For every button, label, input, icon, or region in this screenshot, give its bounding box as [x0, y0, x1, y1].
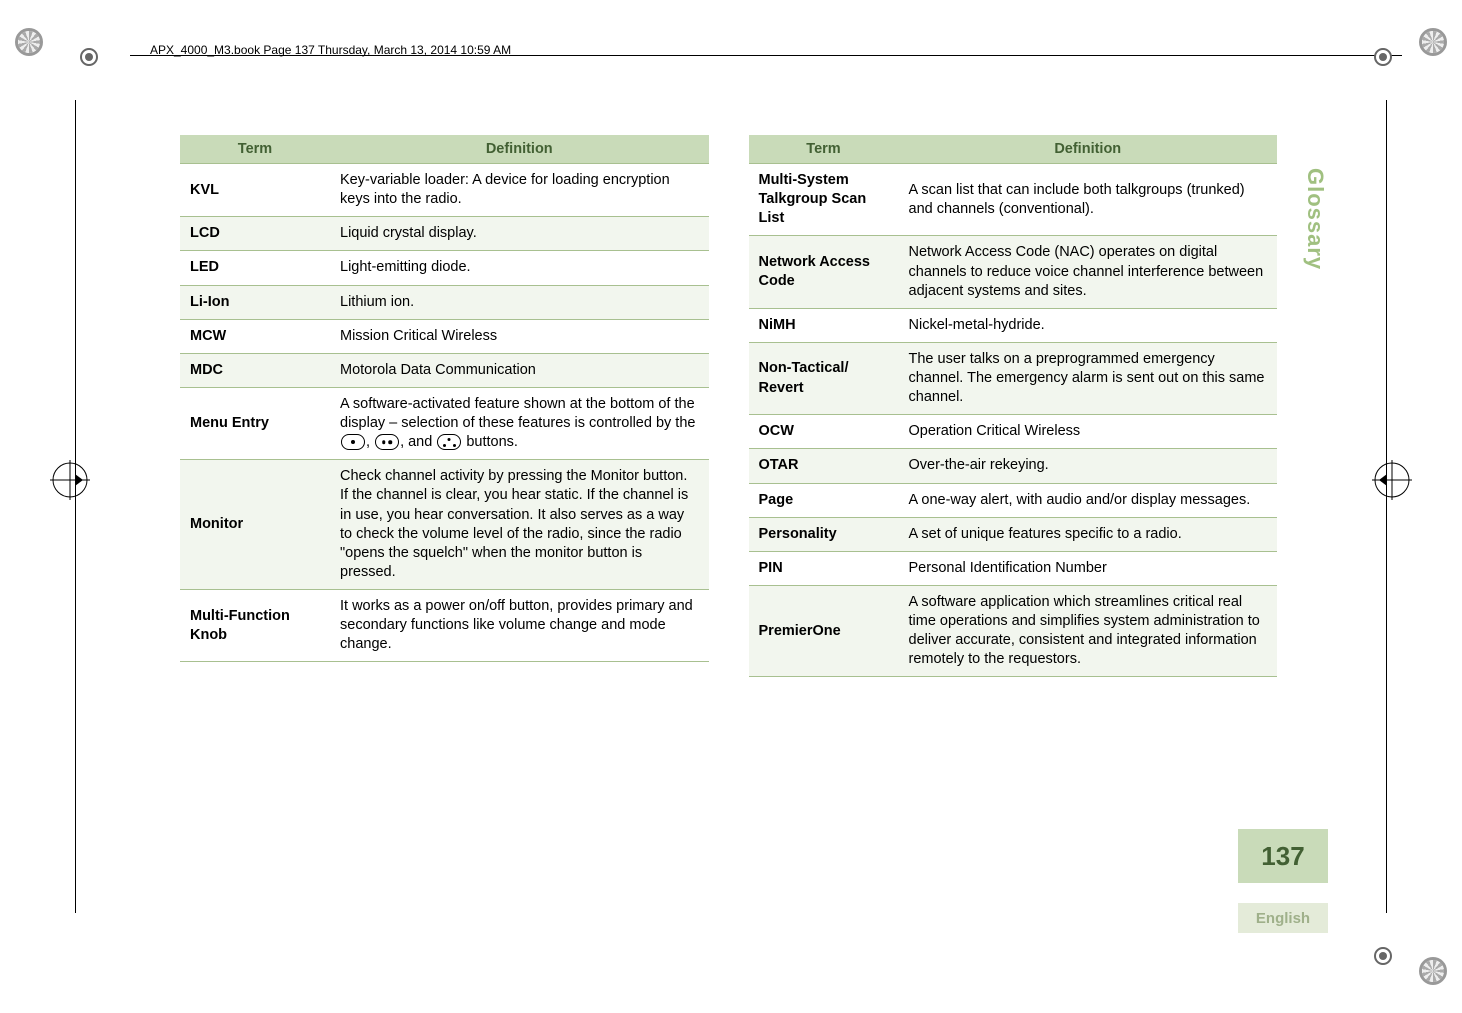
term-cell: Li-Ion [180, 285, 330, 319]
term-cell: Multi-Function Knob [180, 590, 330, 662]
table-row: Monitor Check channel activity by pressi… [180, 460, 709, 590]
table-header-term: Term [749, 135, 899, 164]
term-cell: KVL [180, 164, 330, 217]
table-row: OCW Operation Critical Wireless [749, 415, 1278, 449]
table-row: LED Light-emitting diode. [180, 251, 709, 285]
one-dot-button-icon [341, 434, 365, 450]
table-row: Non-Tactical/ Revert The user talks on a… [749, 342, 1278, 414]
three-dot-button-icon [437, 434, 461, 450]
registration-dot-icon [80, 48, 98, 66]
term-cell: MDC [180, 353, 330, 387]
left-column: Term Definition KVL Key-variable loader:… [180, 135, 709, 828]
glossary-table-left: Term Definition KVL Key-variable loader:… [180, 135, 709, 662]
term-cell: OCW [749, 415, 899, 449]
term-cell: Page [749, 483, 899, 517]
registration-arrow-icon [1372, 460, 1412, 500]
definition-text-pre: A software-activated feature shown at th… [340, 396, 695, 431]
language-label: English [1238, 903, 1328, 933]
crop-left-line [75, 100, 76, 913]
definition-cell: It works as a power on/off button, provi… [330, 590, 709, 662]
registration-dot-icon [1374, 947, 1392, 965]
term-cell: Non-Tactical/ Revert [749, 342, 899, 414]
definition-cell: Light-emitting diode. [330, 251, 709, 285]
table-row: Multi-System Talkgroup Scan List A scan … [749, 164, 1278, 236]
registration-arrow-icon [50, 460, 90, 500]
table-row: Menu Entry A software-activated feature … [180, 387, 709, 459]
definition-cell: Motorola Data Communication [330, 353, 709, 387]
definition-cell: A one-way alert, with audio and/or displ… [899, 483, 1278, 517]
side-tab-glossary: Glossary [1302, 168, 1328, 270]
definition-cell: A software application which streamlines… [899, 585, 1278, 677]
term-cell: NiMH [749, 308, 899, 342]
definition-cell: Personal Identification Number [899, 551, 1278, 585]
definition-cell: A software-activated feature shown at th… [330, 387, 709, 459]
term-cell: PremierOne [749, 585, 899, 677]
definition-text-post: buttons. [462, 434, 518, 450]
table-row: KVL Key-variable loader: A device for lo… [180, 164, 709, 217]
table-row: Page A one-way alert, with audio and/or … [749, 483, 1278, 517]
definition-cell: Lithium ion. [330, 285, 709, 319]
table-header-term: Term [180, 135, 330, 164]
term-cell: OTAR [749, 449, 899, 483]
definition-cell: A set of unique features specific to a r… [899, 517, 1278, 551]
definition-cell: The user talks on a preprogrammed emerge… [899, 342, 1278, 414]
registration-circle-icon [1419, 957, 1447, 985]
table-row: Multi-Function Knob It works as a power … [180, 590, 709, 662]
term-cell: LED [180, 251, 330, 285]
table-header-definition: Definition [899, 135, 1278, 164]
definition-cell: Key-variable loader: A device for loadin… [330, 164, 709, 217]
definition-cell: Operation Critical Wireless [899, 415, 1278, 449]
term-cell: MCW [180, 319, 330, 353]
term-cell: LCD [180, 217, 330, 251]
term-cell: PIN [749, 551, 899, 585]
definition-cell: Over-the-air rekeying. [899, 449, 1278, 483]
definition-cell: Check channel activity by pressing the M… [330, 460, 709, 590]
term-cell: Multi-System Talkgroup Scan List [749, 164, 899, 236]
definition-cell: Network Access Code (NAC) operates on di… [899, 236, 1278, 308]
two-dot-button-icon [375, 434, 399, 450]
table-row: NiMH Nickel-metal-hydride. [749, 308, 1278, 342]
page-number: 137 [1238, 829, 1328, 883]
table-row: PremierOne A software application which … [749, 585, 1278, 677]
table-row: LCD Liquid crystal display. [180, 217, 709, 251]
definition-cell: Mission Critical Wireless [330, 319, 709, 353]
table-row: Personality A set of unique features spe… [749, 517, 1278, 551]
definition-cell: A scan list that can include both talkgr… [899, 164, 1278, 236]
registration-dot-icon [1374, 48, 1392, 66]
table-row: MDC Motorola Data Communication [180, 353, 709, 387]
table-header-definition: Definition [330, 135, 709, 164]
term-cell: Monitor [180, 460, 330, 590]
table-row: Network Access Code Network Access Code … [749, 236, 1278, 308]
term-cell: Personality [749, 517, 899, 551]
registration-circle-icon [1419, 28, 1447, 56]
term-cell: Menu Entry [180, 387, 330, 459]
table-row: Li-Ion Lithium ion. [180, 285, 709, 319]
content-area: Term Definition KVL Key-variable loader:… [180, 135, 1277, 828]
term-cell: Network Access Code [749, 236, 899, 308]
definition-cell: Liquid crystal display. [330, 217, 709, 251]
table-row: MCW Mission Critical Wireless [180, 319, 709, 353]
registration-circle-icon [15, 28, 43, 56]
definition-cell: Nickel-metal-hydride. [899, 308, 1278, 342]
right-column: Term Definition Multi-System Talkgroup S… [749, 135, 1278, 828]
table-row: OTAR Over-the-air rekeying. [749, 449, 1278, 483]
table-row: PIN Personal Identification Number [749, 551, 1278, 585]
print-header-text: APX_4000_M3.book Page 137 Thursday, Marc… [150, 43, 511, 57]
glossary-table-right: Term Definition Multi-System Talkgroup S… [749, 135, 1278, 677]
crop-right-line [1386, 100, 1387, 913]
